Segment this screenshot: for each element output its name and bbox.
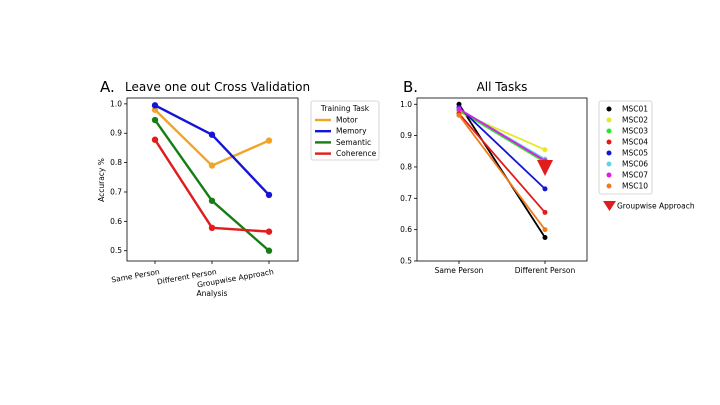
- panel-b-legend-swatch: [606, 161, 612, 167]
- panel-b-legend-label: MSC05: [622, 149, 648, 158]
- panel-a-legend-label: Memory: [336, 127, 367, 136]
- panel-a-ytick-label: 0.9: [110, 129, 122, 138]
- panel-b-ytick-label: 0.7: [400, 194, 412, 203]
- panel-a-point-memory: [151, 102, 159, 109]
- panel-b-legend-label: MSC03: [622, 127, 648, 136]
- panel-b-xtick-label: Same Person: [435, 266, 484, 275]
- panel-b-legend-swatch: [606, 172, 612, 178]
- panel-b-point-msc05: [542, 186, 548, 192]
- panel-b-ytick-label: 0.8: [400, 162, 412, 171]
- panel-b-groupwise-legend-marker: [603, 201, 616, 211]
- panel-a-legend-title: Training Task: [320, 104, 370, 113]
- panel-b-point-msc02: [542, 147, 548, 153]
- panel-a-xlabel: Analysis: [197, 289, 228, 298]
- panel-b-point-msc10: [456, 112, 462, 118]
- panel-a-xtick-label: Same Person: [111, 267, 161, 284]
- panel-b-legend-swatch: [606, 150, 612, 156]
- panel-b-point-msc04: [542, 209, 548, 215]
- panel-a-title: Leave one out Cross Validation: [125, 80, 310, 94]
- panel-a-point-memory: [208, 131, 216, 138]
- panel-b-legend-swatch: [606, 183, 612, 189]
- panel-b-legend-label: MSC07: [622, 171, 648, 180]
- panel-a-ylabel: Accuracy %: [97, 158, 106, 202]
- panel-b-series-line-msc05: [458, 106, 546, 190]
- panel-a-point-semantic: [151, 116, 159, 124]
- panel-a-point-motor: [151, 106, 159, 113]
- panel-a-legend-label: Coherence: [336, 149, 377, 158]
- panel-a-letter: A.: [100, 78, 115, 96]
- panel-b-legend-label: MSC06: [622, 160, 648, 169]
- panel-b-legend-label: MSC04: [622, 138, 648, 147]
- panel-a-legend-label: Motor: [336, 116, 359, 125]
- panel-a-frame: [126, 97, 299, 262]
- panel-b-point-msc01: [542, 234, 548, 240]
- panel-b-title: All Tasks: [477, 80, 528, 94]
- panel-b-series-line-msc03: [458, 109, 546, 164]
- panel-b-point-msc10: [542, 227, 548, 233]
- panel-a-point-semantic: [265, 247, 273, 254]
- panel-a-point-semantic: [208, 197, 216, 204]
- panel-a-point-coherence: [151, 136, 159, 143]
- panel-a-point-memory: [265, 191, 273, 199]
- panel-b-legend-swatch: [606, 139, 612, 145]
- panel-a-series-line-coherence: [153, 139, 270, 233]
- panel-a-ytick-label: 0.7: [110, 187, 122, 196]
- panel-b-ytick-label: 0.5: [400, 257, 412, 266]
- panel-a-point-motor: [208, 162, 216, 169]
- panel-a-legend-box: [310, 100, 380, 161]
- panel-b-legend-label: MSC01: [622, 105, 648, 114]
- panel-a-ytick-label: 0.5: [110, 246, 122, 255]
- panel-b-groupwise-legend-label: Groupwise Approach: [617, 202, 695, 211]
- panel-b-legend-box: [598, 100, 653, 195]
- panel-b-groupwise-marker: [537, 159, 553, 176]
- panel-b-legend-swatch: [606, 106, 612, 112]
- panel-b-legend-swatch: [606, 128, 612, 134]
- panel-b-xtick-label: Different Person: [515, 266, 576, 275]
- panel-a-ytick-label: 1.0: [110, 99, 122, 108]
- panel-b-letter: B.: [403, 78, 418, 96]
- panel-b-series-line-msc04: [458, 113, 546, 214]
- panel-a-point-coherence: [208, 224, 216, 232]
- panel-b-ytick-label: 1.0: [400, 100, 412, 109]
- panel-a-point-motor: [265, 137, 273, 144]
- panel-a-ytick-label: 0.8: [110, 158, 122, 167]
- panel-b-point-msc07: [456, 106, 462, 112]
- panel-b-series-line-msc01: [458, 103, 546, 238]
- panel-a-ytick-label: 0.6: [110, 217, 122, 226]
- panel-a-series-line-memory: [154, 104, 270, 196]
- panel-b-series-line-msc07: [458, 108, 546, 162]
- panel-b-legend-label: MSC10: [622, 182, 648, 191]
- panel-b-legend-label: MSC02: [622, 116, 648, 125]
- panel-b-frame: [416, 97, 588, 262]
- panel-b-series-line-msc10: [458, 114, 546, 231]
- panel-a-legend-label: Semantic: [336, 138, 371, 147]
- panel-b-legend-swatch: [606, 117, 612, 123]
- panel-a-point-coherence: [265, 228, 273, 235]
- panel-b-ytick-label: 0.6: [400, 225, 412, 234]
- panel-b-ytick-label: 0.9: [400, 131, 412, 140]
